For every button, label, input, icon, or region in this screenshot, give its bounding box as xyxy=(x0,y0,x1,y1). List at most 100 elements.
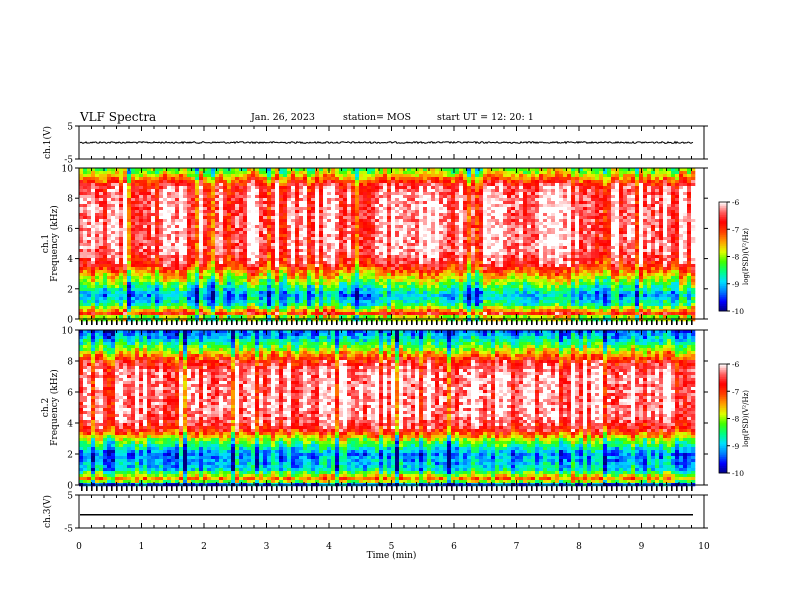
spectrogram-cell xyxy=(171,264,176,268)
spectrogram-cell xyxy=(335,222,340,226)
spectrogram-cell xyxy=(399,285,404,289)
spectrogram-cell xyxy=(295,303,300,307)
spectrogram-cell xyxy=(147,210,152,214)
spectrogram-cell xyxy=(83,198,88,202)
spectrogram-cell xyxy=(175,255,180,259)
spectrogram-cell xyxy=(379,198,384,202)
spectrogram-cell xyxy=(179,243,184,247)
spectrogram-cell xyxy=(151,183,156,187)
spectrogram-cell xyxy=(375,306,380,310)
spectrogram-cell xyxy=(87,255,92,259)
spectrogram-cell xyxy=(327,228,332,232)
spectrogram-cell xyxy=(427,249,432,253)
spectrogram-cell xyxy=(435,231,440,235)
spectrogram-cell xyxy=(87,201,92,205)
spectrogram-cell xyxy=(95,168,100,172)
spectrogram-cell xyxy=(219,180,224,184)
spectrogram-cell xyxy=(79,198,84,202)
spectrogram-cell xyxy=(107,216,112,220)
spectrogram-cell xyxy=(83,213,88,217)
spectrogram-cell xyxy=(167,255,172,259)
spectrogram-cell xyxy=(147,285,152,289)
spectrogram-cell xyxy=(279,315,284,319)
spectrogram-cell xyxy=(163,306,168,310)
spectrogram-cell xyxy=(299,219,304,223)
spectrogram-cell xyxy=(323,285,328,289)
spectrogram-cell xyxy=(199,210,204,214)
spectrogram-cell xyxy=(331,297,336,301)
spectrogram-cell xyxy=(343,303,348,307)
spectrogram-cell xyxy=(203,237,208,241)
spectrogram-cell xyxy=(167,312,172,316)
spectrogram-cell xyxy=(223,255,228,259)
spectrogram-cell xyxy=(99,309,104,313)
spectrogram-cell xyxy=(175,177,180,181)
spectrogram-cell xyxy=(79,309,84,313)
spectrogram-cell xyxy=(227,318,232,322)
spectrogram-cell xyxy=(403,180,408,184)
spectrogram-cell xyxy=(343,216,348,220)
spectrogram-cell xyxy=(443,279,448,283)
spectrogram-cell xyxy=(183,294,188,298)
spectrogram-cell xyxy=(447,279,452,283)
spectrogram-cell xyxy=(139,255,144,259)
spectrogram-cell xyxy=(411,171,416,175)
spectrogram-cell xyxy=(103,261,108,265)
spectrogram-cell xyxy=(423,255,428,259)
spectrogram-cell xyxy=(147,306,152,310)
spectrogram-cell xyxy=(367,312,372,316)
spectrogram-cell xyxy=(119,225,124,229)
spectrogram-cell xyxy=(267,300,272,304)
spectrogram-cell xyxy=(103,177,108,181)
spectrogram-cell xyxy=(351,303,356,307)
spectrogram-cell xyxy=(303,285,308,289)
spectrogram-cell xyxy=(163,219,168,223)
spectrogram-cell xyxy=(327,189,332,193)
spectrogram-cell xyxy=(419,204,424,208)
spectrogram-cell xyxy=(443,183,448,187)
spectrogram-cell xyxy=(455,246,460,250)
spectrogram-cell xyxy=(227,285,232,289)
spectrogram-cell xyxy=(183,216,188,220)
spectrogram-cell xyxy=(243,300,248,304)
spectrogram-cell xyxy=(255,279,260,283)
spectrogram-cell xyxy=(235,192,240,196)
spectrogram-cell xyxy=(391,267,396,271)
spectrogram-cell xyxy=(315,174,320,178)
spectrogram-cell xyxy=(187,201,192,205)
spectrogram-cell xyxy=(371,189,376,193)
spectrogram-cell xyxy=(427,210,432,214)
spectrogram-cell xyxy=(347,186,352,190)
spectrogram-cell xyxy=(435,204,440,208)
spectrogram-cell xyxy=(163,228,168,232)
spectrogram-cell xyxy=(83,186,88,190)
spectrogram-cell xyxy=(295,288,300,292)
spectrogram-cell xyxy=(155,306,160,310)
spectrogram-cell xyxy=(395,267,400,271)
spectrogram-cell xyxy=(151,192,156,196)
spectrogram-cell xyxy=(183,249,188,253)
spectrogram-cell xyxy=(127,198,132,202)
spectrogram-cell xyxy=(179,285,184,289)
spectrogram-cell xyxy=(391,315,396,319)
spectrogram-cell xyxy=(151,168,156,172)
spectrogram-cell xyxy=(279,252,284,256)
spectrogram-cell xyxy=(363,222,368,226)
spectrogram-cell xyxy=(299,258,304,262)
spectrogram-cell xyxy=(211,315,216,319)
spectrogram-cell xyxy=(203,255,208,259)
spectrogram-cell xyxy=(203,207,208,211)
spectrogram-cell xyxy=(255,243,260,247)
spectrogram-cell xyxy=(187,180,192,184)
spectrogram-cell xyxy=(363,225,368,229)
spectrogram-cell xyxy=(351,279,356,283)
spectrogram-cell xyxy=(395,216,400,220)
spectrogram-cell xyxy=(419,243,424,247)
spectrogram-cell xyxy=(327,309,332,313)
spectrogram-cell xyxy=(415,306,420,310)
spectrogram-cell xyxy=(367,213,372,217)
spectrogram-cell xyxy=(359,249,364,253)
spectrogram-cell xyxy=(131,264,136,268)
spectrogram-cell xyxy=(255,231,260,235)
spectrogram-cell xyxy=(443,300,448,304)
